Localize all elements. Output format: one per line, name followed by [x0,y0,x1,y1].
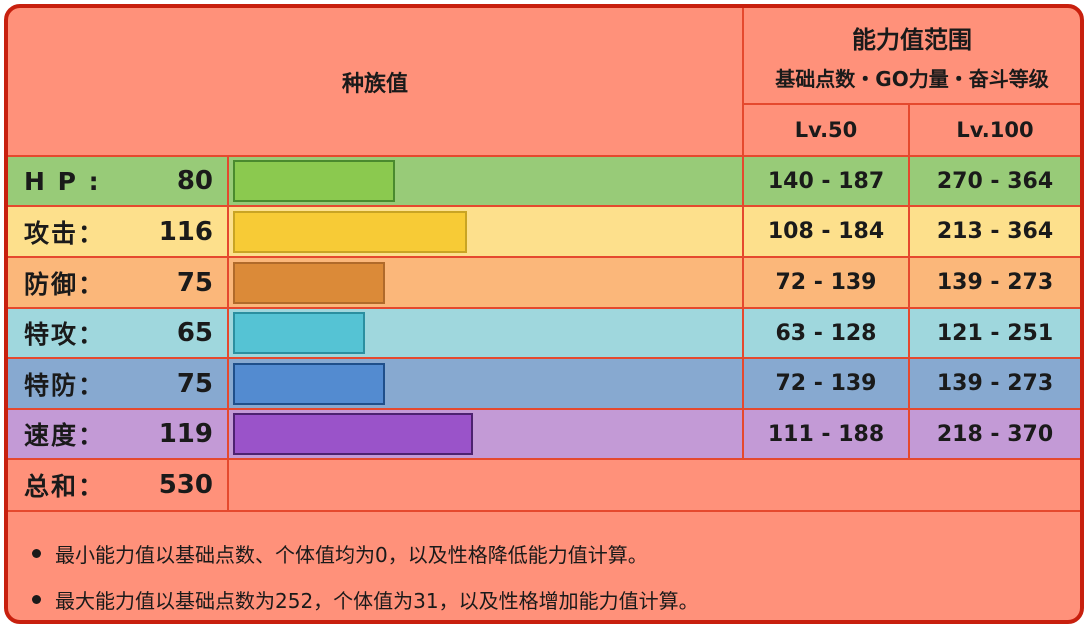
lv100-range-sp-attack: 121 - 251 [910,307,1080,357]
stat-name: 速度： [24,421,106,450]
stat-name: 特攻： [24,320,106,349]
stat-bar-cell-sp-defense [229,357,744,408]
stats-table-frame: 种族值 能力值范围 基础点数・GO力量・奋斗等级 Lv.50 Lv.100 H … [4,4,1084,624]
lv100-header: Lv.100 [956,118,1034,142]
stat-value: 65 [176,318,213,348]
stat-value: 116 [158,216,213,247]
lv50-range-defense: 72 - 139 [744,256,910,307]
lv50-header: Lv.50 [744,105,910,155]
stat-name: 特防： [24,370,106,400]
stat-bar-speed [233,413,473,455]
lv50-range-sp-defense: 72 - 139 [744,357,910,408]
stat-value: 80 [176,166,213,196]
lv50-range-attack: 108 - 184 [744,205,910,256]
lv50-range-sp-attack: 63 - 128 [744,307,910,357]
stat-name: 攻击： [24,218,106,248]
stat-bar-cell-sp-attack [229,307,744,357]
stat-label-hp: H P : 80 [8,155,229,205]
stat-bar-attack [233,210,467,253]
range-title: 能力值范围 [852,25,972,54]
stat-bar-cell-hp [229,155,744,205]
base-stats-header: 种族值 [8,8,744,155]
stat-bar-hp [233,160,395,202]
stat-label-sp-defense: 特防： 75 [8,357,229,408]
total-label: 总和： 530 [8,458,229,510]
lv100-range-attack: 213 - 364 [910,205,1080,256]
stats-table: 种族值 能力值范围 基础点数・GO力量・奋斗等级 Lv.50 Lv.100 H … [8,8,1080,510]
stat-value: 75 [176,267,213,298]
lv100-range-defense: 139 - 273 [910,256,1080,307]
note-item: 最小能力值以基础点数、个体值均为0，以及性格降低能力值计算。 [32,530,1080,576]
lv100-range-hp: 270 - 364 [910,155,1080,205]
bullet-icon [32,548,41,558]
stat-range-header: 能力值范围 基础点数・GO力量・奋斗等级 [744,8,1080,105]
stat-bar-cell-defense [229,256,744,307]
stat-label-defense: 防御： 75 [8,256,229,307]
stat-bar-sp-attack [233,312,365,354]
stat-label-speed: 速度： 119 [8,408,229,458]
stat-bar-cell-attack [229,205,744,256]
note-item: 最大能力值以基础点数为252，个体值为31，以及性格增加能力值计算。 [32,576,1080,620]
lv100-range-sp-defense: 139 - 273 [910,357,1080,408]
stat-label-sp-attack: 特攻： 65 [8,307,229,357]
lv50-range-hp: 140 - 187 [744,155,910,205]
stat-name: H P : [24,166,101,196]
stat-label-attack: 攻击： 116 [8,205,229,256]
total-value: 530 [158,470,213,500]
note-text: 最小能力值以基础点数、个体值均为0，以及性格降低能力值计算。 [55,542,648,567]
bullet-icon [32,594,41,604]
stat-bar-defense [233,261,385,304]
lv50-range-speed: 111 - 188 [744,408,910,458]
stat-value: 119 [158,419,213,449]
stat-bar-cell-speed [229,408,744,458]
range-subtitle: 基础点数・GO力量・奋斗等级 [775,66,1049,91]
total-name: 总和： [24,472,106,501]
note-text: 最大能力值以基础点数为252，个体值为31，以及性格增加能力值计算。 [55,588,699,613]
notes-section: 最小能力值以基础点数、个体值均为0，以及性格降低能力值计算。 最大能力值以基础点… [8,510,1080,620]
lv100-range-speed: 218 - 370 [910,408,1080,458]
stat-bar-sp-defense [233,362,385,405]
total-empty-cell [229,458,1080,510]
stat-value: 75 [176,368,213,399]
stat-name: 防御： [24,269,106,299]
